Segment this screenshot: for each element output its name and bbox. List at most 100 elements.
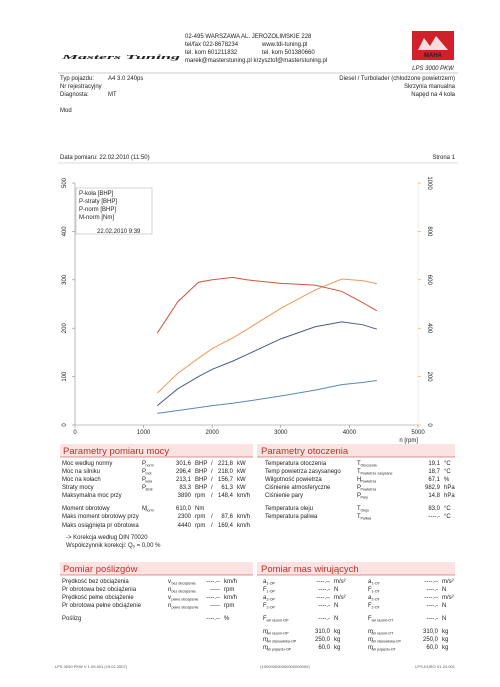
page-number: Strona 1 bbox=[432, 155, 455, 161]
row-subscript: 1-OT bbox=[372, 582, 381, 586]
row-separator: / bbox=[211, 469, 213, 475]
row-symbol: n bbox=[168, 603, 171, 609]
row-label: Pr obrotowa pełne obciążenie bbox=[62, 603, 142, 609]
row-value: ----.-- bbox=[206, 595, 220, 601]
series-line bbox=[157, 379, 377, 414]
row-unit: km/h bbox=[237, 514, 250, 520]
row-value: 67,1 bbox=[428, 477, 440, 483]
row-subscript: wir pojazdu-OT bbox=[372, 648, 397, 652]
row-label: Prędkość bez obciążenia bbox=[62, 579, 129, 585]
row-symbol: v bbox=[168, 579, 171, 585]
section-title: Pomiar poślizgów bbox=[63, 564, 138, 575]
row-subscript: Otoczenia bbox=[361, 464, 377, 468]
row-label: Moment obrotowy bbox=[62, 506, 110, 512]
row-subscript: norm bbox=[146, 464, 154, 468]
y2-tick-label: 800 bbox=[426, 226, 432, 237]
row-value: 83,3 bbox=[179, 485, 191, 491]
y2-tick-label: 400 bbox=[426, 323, 432, 334]
row-value: 148,4 bbox=[218, 493, 234, 499]
row-subscript: wir razem-OT bbox=[372, 619, 395, 623]
series-line bbox=[156, 278, 377, 394]
row-unit: °C bbox=[444, 514, 451, 520]
row-value: 610,0 bbox=[176, 506, 192, 512]
row-unit: kg bbox=[334, 637, 340, 643]
row-value: ----.- bbox=[318, 587, 330, 593]
row-subscript: Powietrza bbox=[361, 480, 377, 484]
row-unit: m/s² bbox=[334, 579, 346, 585]
row-subscript: Paliwa bbox=[361, 517, 372, 521]
row-unit: m/s² bbox=[442, 579, 454, 585]
maha-label: MAHA bbox=[424, 53, 443, 59]
row-value: 250,0 bbox=[315, 637, 331, 643]
row-subscript: strat bbox=[146, 488, 153, 492]
row-subscript: wir razem-OP bbox=[267, 619, 290, 623]
row-label: Ciśnienie atmosferyczne bbox=[265, 485, 331, 491]
y2-tick-label: 200 bbox=[426, 372, 432, 383]
x-axis-label: n [rpm] bbox=[399, 438, 418, 444]
row-subscript: norm bbox=[146, 509, 154, 513]
row-value: 87,6 bbox=[221, 514, 233, 520]
row-unit: m/s² bbox=[442, 595, 454, 601]
row-unit: N bbox=[334, 587, 338, 593]
row-symbol: P bbox=[357, 485, 361, 491]
x-tick-label: 3000 bbox=[274, 430, 288, 436]
row-symbol: m bbox=[368, 645, 373, 651]
row-label: Pr obrotowa bez obciążenia bbox=[62, 587, 137, 593]
y-tick-label: 100 bbox=[62, 371, 68, 382]
row-value: 169,4 bbox=[218, 523, 234, 529]
address-line: tel. kom 601211832 bbox=[185, 50, 238, 56]
row-value: 982,9 bbox=[425, 485, 441, 491]
row-label: Maks moment obrotowy przy bbox=[62, 514, 139, 520]
section-title: Pomiar mas wirujących bbox=[261, 564, 359, 575]
row-subscript: 1-OT bbox=[372, 590, 381, 594]
row-unit: km/h bbox=[237, 523, 250, 529]
row-subscript: bez obciążenia bbox=[172, 582, 196, 586]
row-unit: BHP bbox=[195, 461, 207, 467]
row-unit: N bbox=[442, 616, 446, 622]
row-value: ----- bbox=[210, 587, 220, 593]
measurement-date: Data pomiaru: 22.02.2010 (11:50) bbox=[60, 155, 150, 161]
row-unit: m/s² bbox=[334, 595, 346, 601]
row-subscript: wir razem-OT bbox=[372, 632, 395, 636]
row-value: 296,4 bbox=[176, 469, 192, 475]
maha-logo-shape bbox=[418, 36, 448, 50]
row-unit: BHP bbox=[195, 485, 207, 491]
row-symbol: F bbox=[368, 587, 372, 593]
row-symbol: P bbox=[142, 485, 146, 491]
y-tick-label: 0 bbox=[62, 423, 68, 427]
row-unit: kW bbox=[237, 469, 246, 475]
row-unit: rpm bbox=[224, 587, 234, 593]
row-value: ----.- bbox=[426, 587, 438, 593]
row-value: 60,0 bbox=[426, 645, 438, 651]
row-subscript: mot bbox=[146, 472, 152, 476]
logo: Masters Tuning bbox=[59, 55, 180, 61]
section-title: Parametry otoczenia bbox=[261, 446, 349, 457]
row-unit: rpm bbox=[195, 493, 205, 499]
footer-text: (100000000000000000000) bbox=[260, 664, 310, 669]
x-tick-label: 2000 bbox=[206, 430, 220, 436]
row-subscript: koła bbox=[146, 480, 153, 484]
row-unit: N bbox=[334, 603, 338, 609]
row-unit: N bbox=[442, 587, 446, 593]
row-symbol: m bbox=[263, 637, 268, 643]
row-value: ----.-- bbox=[316, 595, 330, 601]
y2-tick-label: 600 bbox=[426, 275, 432, 286]
row-subscript: 2-OT bbox=[372, 598, 381, 602]
legend-entry: P-koła [BHP] bbox=[79, 191, 114, 197]
legend-entry: P-norm [BHP] bbox=[79, 207, 116, 213]
row-unit: % bbox=[444, 477, 450, 483]
row-value: ----.- bbox=[318, 603, 330, 609]
row-symbol: T bbox=[357, 514, 361, 520]
row-unit: % bbox=[224, 616, 230, 622]
legend-entry: P-straty [BHP] bbox=[79, 199, 117, 205]
row-subscript: pełne obciążenie bbox=[172, 606, 199, 610]
row-symbol: M bbox=[142, 506, 147, 512]
row-value: ----- bbox=[210, 603, 220, 609]
power-note: -> Korekcja według DIN 70020 bbox=[66, 535, 148, 541]
row-value: ----.- bbox=[426, 603, 438, 609]
vehicle-label: Nr rejestracyjny bbox=[60, 84, 102, 90]
row-unit: Nm bbox=[195, 506, 204, 512]
row-symbol: v bbox=[168, 595, 171, 601]
row-unit: °C bbox=[444, 461, 451, 467]
address-line: tel/fax 022-8678234 bbox=[185, 42, 239, 48]
